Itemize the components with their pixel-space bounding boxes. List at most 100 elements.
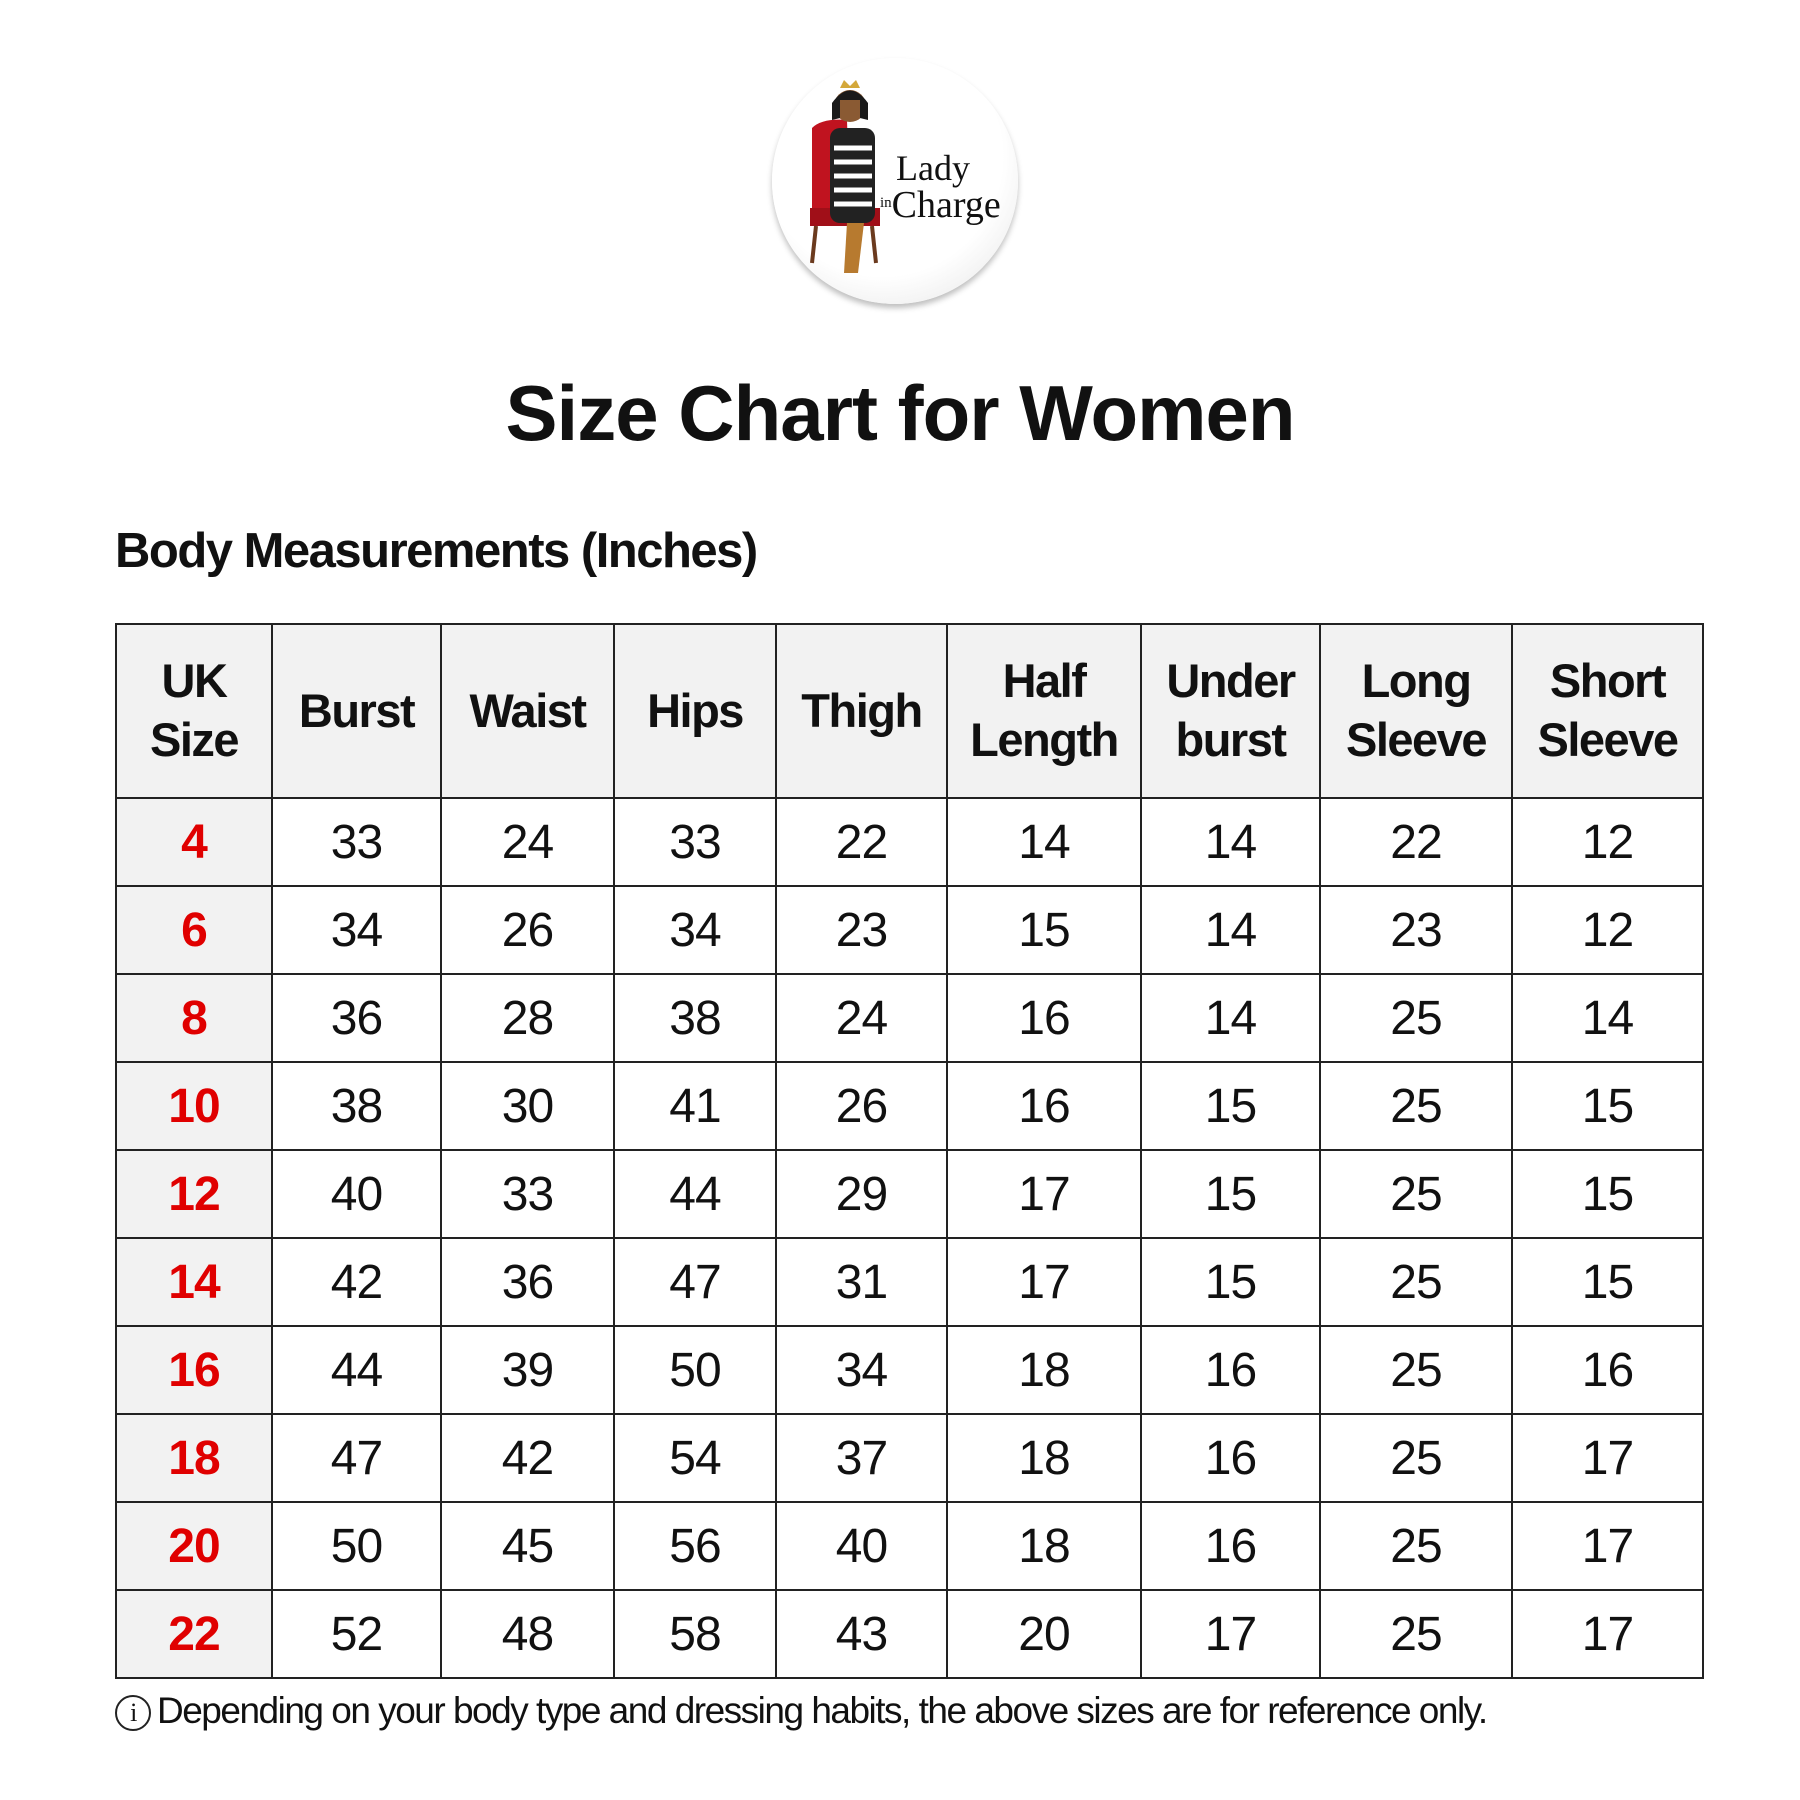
- measurement-cell: 52: [271, 1589, 442, 1679]
- measurement-cell: 25: [1319, 973, 1513, 1063]
- measurement-cell: 36: [271, 973, 442, 1063]
- column-header-text: Waist: [469, 683, 587, 737]
- measurement-cell: 14: [1140, 885, 1321, 975]
- size-cell: 10: [115, 1061, 273, 1151]
- measurement-cell: 25: [1319, 1237, 1513, 1327]
- measurement-cell: 16: [946, 1061, 1142, 1151]
- measurement-cell: 33: [613, 797, 777, 887]
- measurement-cell: 41: [613, 1061, 777, 1151]
- measurement-cell: 25: [1319, 1589, 1513, 1679]
- measurement-cell: 50: [613, 1325, 777, 1415]
- reference-note: i Depending on your body type and dressin…: [115, 1690, 1488, 1732]
- table-row: 14 42 36 47 31 17 15 25 15: [115, 1237, 1704, 1327]
- measurement-cell: 26: [775, 1061, 948, 1151]
- measurement-cell: 47: [271, 1413, 442, 1503]
- measurement-cell: 15: [1511, 1061, 1704, 1151]
- measurement-cell: 38: [271, 1061, 442, 1151]
- column-header: UK Size: [115, 623, 273, 799]
- measurement-cell: 15: [1140, 1149, 1321, 1239]
- column-header-text: Long: [1361, 654, 1472, 708]
- column-header: Under burst: [1140, 623, 1321, 799]
- measurement-cell: 17: [1511, 1413, 1704, 1503]
- table-header-row: UK Size Burst Waist Hips Thigh Half Length Under…: [115, 623, 1704, 799]
- logo-wordmark: Lady inCharge: [880, 148, 1001, 226]
- measurement-cell: 17: [1511, 1501, 1704, 1591]
- column-header: Waist: [440, 623, 615, 799]
- measurement-cell: 34: [613, 885, 777, 975]
- measurement-cell: 25: [1319, 1325, 1513, 1415]
- size-cell: 4: [115, 797, 273, 887]
- measurement-cell: 15: [1140, 1237, 1321, 1327]
- column-header-text: burst: [1175, 713, 1288, 766]
- measurement-cell: 48: [440, 1589, 615, 1679]
- measurement-cell: 29: [775, 1149, 948, 1239]
- measurement-cell: 30: [440, 1061, 615, 1151]
- measurement-cell: 25: [1319, 1149, 1513, 1239]
- measurement-cell: 45: [440, 1501, 615, 1591]
- measurement-cell: 40: [271, 1149, 442, 1239]
- measurement-cell: 25: [1319, 1061, 1513, 1151]
- column-header: Hips: [613, 623, 777, 799]
- column-header-text: Short: [1549, 654, 1667, 708]
- measurement-cell: 58: [613, 1589, 777, 1679]
- column-header-text: Half: [1002, 654, 1087, 708]
- measurement-cell: 14: [1140, 797, 1321, 887]
- column-header: Thigh: [775, 623, 948, 799]
- column-header-text: Sleeve: [1346, 713, 1487, 766]
- measurement-cell: 15: [1511, 1237, 1704, 1327]
- column-header: Short Sleeve: [1511, 623, 1704, 799]
- measurement-cell: 23: [775, 885, 948, 975]
- size-cell: 16: [115, 1325, 273, 1415]
- measurement-cell: 14: [946, 797, 1142, 887]
- measurement-cell: 24: [775, 973, 948, 1063]
- measurement-cell: 50: [271, 1501, 442, 1591]
- column-header: Burst: [271, 623, 442, 799]
- measurement-cell: 43: [775, 1589, 948, 1679]
- measurement-cell: 12: [1511, 885, 1704, 975]
- column-header: Long Sleeve: [1319, 623, 1513, 799]
- measurement-cell: 17: [946, 1149, 1142, 1239]
- measurement-cell: 42: [440, 1413, 615, 1503]
- table-row: 12 40 33 44 29 17 15 25 15: [115, 1149, 1704, 1239]
- column-header-text: Under: [1166, 654, 1296, 708]
- table-row: 4 33 24 33 22 14 14 22 12: [115, 797, 1704, 887]
- size-chart-table: UK Size Burst Waist Hips Thigh Half Length Under…: [115, 623, 1704, 1679]
- measurement-cell: 47: [613, 1237, 777, 1327]
- measurement-cell: 16: [1140, 1413, 1321, 1503]
- measurement-cell: 16: [1140, 1501, 1321, 1591]
- measurement-cell: 34: [271, 885, 442, 975]
- size-cell: 22: [115, 1589, 273, 1679]
- measurement-cell: 18: [946, 1501, 1142, 1591]
- measurement-cell: 38: [613, 973, 777, 1063]
- measurement-cell: 37: [775, 1413, 948, 1503]
- section-subtitle: Body Measurements (Inches): [115, 524, 758, 578]
- measurement-cell: 17: [1511, 1589, 1704, 1679]
- measurement-cell: 44: [613, 1149, 777, 1239]
- page-title: Size Chart for Women: [505, 369, 1296, 457]
- measurement-cell: 16: [946, 973, 1142, 1063]
- measurement-cell: 15: [946, 885, 1142, 975]
- measurement-cell: 56: [613, 1501, 777, 1591]
- measurement-cell: 26: [440, 885, 615, 975]
- size-cell: 20: [115, 1501, 273, 1591]
- measurement-cell: 25: [1319, 1413, 1513, 1503]
- size-cell: 8: [115, 973, 273, 1063]
- measurement-cell: 40: [775, 1501, 948, 1591]
- measurement-cell: 20: [946, 1589, 1142, 1679]
- size-cell: 12: [115, 1149, 273, 1239]
- measurement-cell: 28: [440, 973, 615, 1063]
- column-header-text: Size: [149, 713, 240, 766]
- measurement-cell: 42: [271, 1237, 442, 1327]
- table-row: 22 52 48 58 43 20 17 25 17: [115, 1589, 1704, 1679]
- measurement-cell: 24: [440, 797, 615, 887]
- measurement-cell: 17: [1140, 1589, 1321, 1679]
- table-row: 10 38 30 41 26 16 15 25 15: [115, 1061, 1704, 1151]
- measurement-cell: 17: [946, 1237, 1142, 1327]
- measurement-cell: 18: [946, 1325, 1142, 1415]
- measurement-cell: 22: [1319, 797, 1513, 887]
- column-header: Half Length: [946, 623, 1142, 799]
- measurement-cell: 54: [613, 1413, 777, 1503]
- measurement-cell: 23: [1319, 885, 1513, 975]
- column-header-text: Burst: [298, 683, 416, 737]
- measurement-cell: 36: [440, 1237, 615, 1327]
